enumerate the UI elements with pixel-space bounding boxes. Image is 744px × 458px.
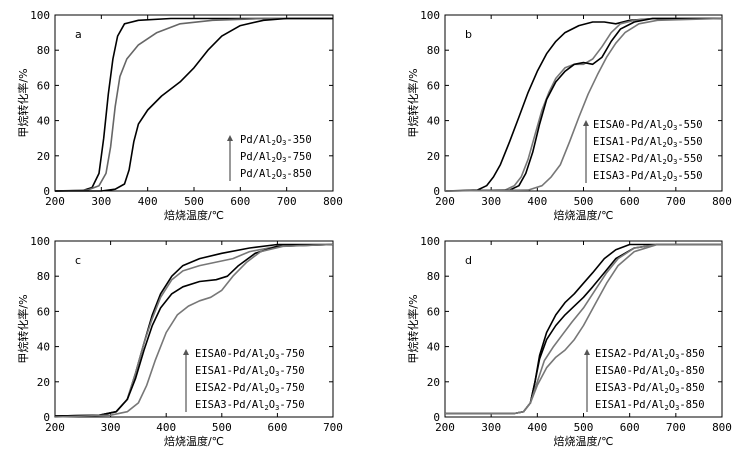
x-tick-label: 600 — [620, 421, 640, 434]
y-tick-label: 60 — [427, 79, 440, 92]
x-tick-label: 700 — [277, 195, 297, 208]
chart-panel-d: 200 300 400 500 600 700 800 0 20 40 60 80 100 焙烧温度/℃ 甲… — [406, 235, 732, 448]
legend-entry-3: EISA1-Pd/Al2O3-850 — [595, 399, 705, 412]
legend-arrow-head — [584, 349, 590, 355]
y-tick-label: 60 — [37, 79, 50, 92]
y-tick-label: 80 — [427, 270, 440, 283]
legend-entry-1: EISA1-Pd/Al2O3-750 — [195, 365, 305, 378]
series-line-3 — [54, 243, 334, 418]
x-tick-label: 500 — [212, 421, 232, 434]
y-tick-label: 40 — [37, 115, 50, 128]
legend-entry-2: EISA2-Pd/Al2O3-750 — [195, 382, 305, 395]
legend-entry-1: EISA1-Pd/Al2O3-550 — [593, 136, 703, 149]
x-axis-label: 焙烧温度/℃ — [553, 208, 613, 222]
y-axis-label: 甲烷转化率/% — [16, 294, 30, 363]
x-tick-label: 400 — [527, 195, 547, 208]
x-tick-label: 200 — [45, 195, 65, 208]
legend-entry-2: Pd/Al2O3-850 — [240, 168, 312, 181]
legend-arrow-head — [227, 135, 233, 141]
y-tick-label: 0 — [43, 185, 50, 198]
x-tick-label: 700 — [666, 421, 686, 434]
x-tick-label: 700 — [323, 421, 343, 434]
legend-entry-0: EISA2-Pd/Al2O3-850 — [595, 348, 705, 361]
series-line-1 — [444, 17, 722, 192]
x-tick-label: 300 — [481, 421, 501, 434]
series-line-3 — [445, 243, 722, 415]
y-tick-label: 20 — [427, 150, 440, 163]
legend-entry-0: EISA0-Pd/Al2O3-750 — [195, 348, 305, 361]
y-tick-label: 60 — [37, 305, 50, 318]
x-tick-label: 400 — [527, 421, 547, 434]
x-tick-label: 300 — [481, 195, 501, 208]
panel-label: b — [465, 28, 472, 41]
x-tick-label: 600 — [267, 421, 287, 434]
panel-label: c — [75, 254, 81, 267]
legend-entry-0: EISA0-Pd/Al2O3-550 — [593, 119, 703, 132]
x-tick-label: 600 — [620, 195, 640, 208]
legend-entry-3: EISA3-Pd/Al2O3-550 — [593, 170, 703, 183]
series-line-0 — [54, 17, 333, 192]
x-tick-label: 400 — [138, 195, 158, 208]
x-tick-label: 800 — [712, 195, 732, 208]
legend-entry-2: EISA3-Pd/Al2O3-850 — [595, 382, 705, 395]
chart-panel-c: 200 300 400 500 600 700 0 20 40 60 80 100 焙烧温度/℃ 甲烷转化… — [16, 235, 343, 448]
chart-panel-a: 200 300 400 500 600 700 800 0 20 40 60 80 100 焙烧温度/℃ 甲… — [16, 9, 343, 222]
y-tick-label: 0 — [433, 411, 440, 424]
legend-entry-1: Pd/Al2O3-750 — [240, 151, 312, 164]
x-tick-label: 800 — [323, 195, 343, 208]
x-tick-label: 400 — [156, 421, 176, 434]
y-tick-label: 0 — [433, 185, 440, 198]
x-tick-label: 200 — [435, 421, 455, 434]
plot-frame — [54, 240, 334, 418]
y-tick-label: 20 — [427, 376, 440, 389]
y-tick-label: 80 — [427, 44, 440, 57]
x-axis-label: 焙烧温度/℃ — [164, 208, 224, 222]
x-tick-label: 700 — [666, 195, 686, 208]
x-tick-label: 600 — [230, 195, 250, 208]
x-tick-label: 200 — [435, 195, 455, 208]
x-tick-label: 300 — [101, 421, 121, 434]
legend-arrow-head — [183, 349, 189, 355]
y-tick-label: 100 — [30, 235, 50, 248]
y-axis-label: 甲烷转化率/% — [16, 68, 30, 137]
series-line-2 — [54, 243, 334, 417]
legend-entry-2: EISA2-Pd/Al2O3-550 — [593, 153, 703, 166]
series-line-2 — [55, 17, 333, 192]
legend-entry-1: EISA0-Pd/Al2O3-850 — [595, 365, 705, 378]
y-tick-label: 100 — [30, 9, 50, 22]
y-tick-label: 40 — [427, 341, 440, 354]
y-tick-label: 80 — [37, 270, 50, 283]
x-tick-label: 500 — [574, 195, 594, 208]
x-axis-label: 焙烧温度/℃ — [164, 434, 224, 448]
x-tick-label: 300 — [91, 195, 111, 208]
y-tick-label: 100 — [420, 9, 440, 22]
series-line-1 — [54, 17, 333, 192]
legend-entry-3: EISA3-Pd/Al2O3-750 — [195, 399, 305, 412]
y-tick-label: 40 — [427, 115, 440, 128]
legend-entry-0: Pd/Al2O3-350 — [240, 134, 312, 147]
y-axis-label: 甲烷转化率/% — [406, 294, 420, 363]
y-axis-label: 甲烷转化率/% — [406, 68, 420, 137]
legend-arrow-head — [583, 120, 589, 126]
y-tick-label: 40 — [37, 341, 50, 354]
y-tick-label: 80 — [37, 44, 50, 57]
y-tick-label: 100 — [420, 235, 440, 248]
x-tick-label: 500 — [184, 195, 204, 208]
y-tick-label: 0 — [43, 411, 50, 424]
series-line-2 — [444, 17, 722, 192]
x-axis-label: 焙烧温度/℃ — [553, 434, 613, 448]
plot-frame — [54, 14, 334, 192]
series-line-3 — [444, 17, 723, 192]
panel-label: d — [465, 254, 472, 267]
y-tick-label: 20 — [37, 150, 50, 163]
x-tick-label: 500 — [574, 421, 594, 434]
y-tick-label: 20 — [37, 376, 50, 389]
chart-panel-b: 200 300 400 500 600 700 800 0 20 40 60 80 100 焙烧温度/℃ 甲… — [406, 9, 732, 222]
panel-label: a — [75, 28, 82, 41]
y-tick-label: 60 — [427, 305, 440, 318]
x-tick-label: 200 — [45, 421, 65, 434]
series-line-0 — [444, 17, 722, 192]
x-tick-label: 800 — [712, 421, 732, 434]
